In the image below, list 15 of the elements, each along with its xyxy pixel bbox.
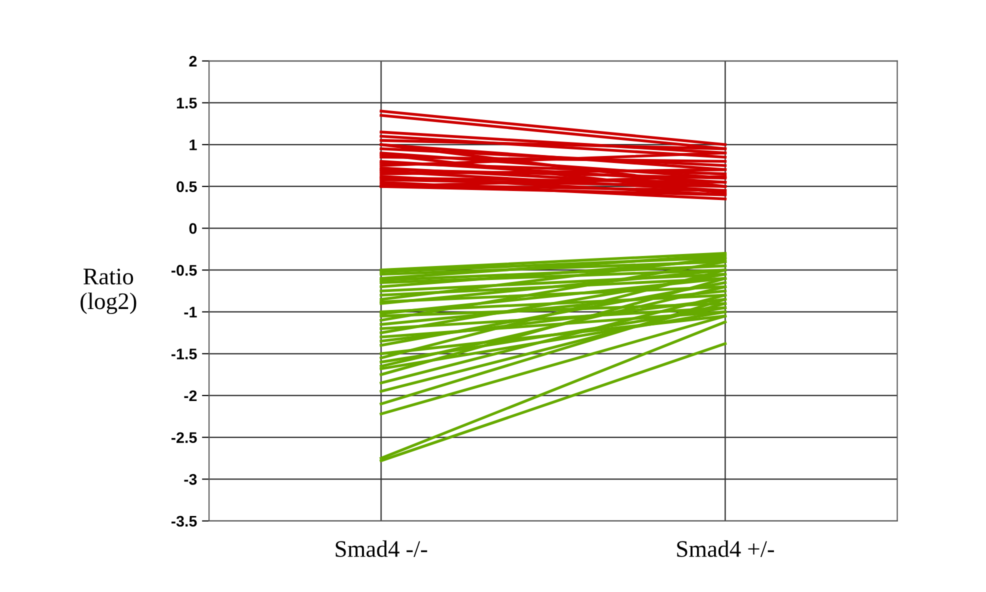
y-tick-label: -2 xyxy=(184,390,197,402)
y-tick-label: 2 xyxy=(189,56,197,67)
y-tick-label: -3 xyxy=(184,474,197,485)
x-tick-label: Smad4 +/- xyxy=(677,540,774,558)
y-tick-label: 1 xyxy=(190,140,197,150)
y-tick-label: -1.5 xyxy=(172,348,197,360)
x-tick-label: Smad4 -/- xyxy=(336,540,428,558)
y-tick-label: -1 xyxy=(184,306,197,318)
y-tick-label: 0.5 xyxy=(176,181,197,192)
y-tick-label: -2.5 xyxy=(172,432,197,444)
y-axis-title: Ratio (log2) xyxy=(80,268,136,314)
y-tick-label: -0.5 xyxy=(172,264,197,276)
y-tick-label: -3.5 xyxy=(172,516,197,527)
y-tick-label: 1.5 xyxy=(176,98,197,108)
y-tick-label: 0 xyxy=(189,223,197,234)
